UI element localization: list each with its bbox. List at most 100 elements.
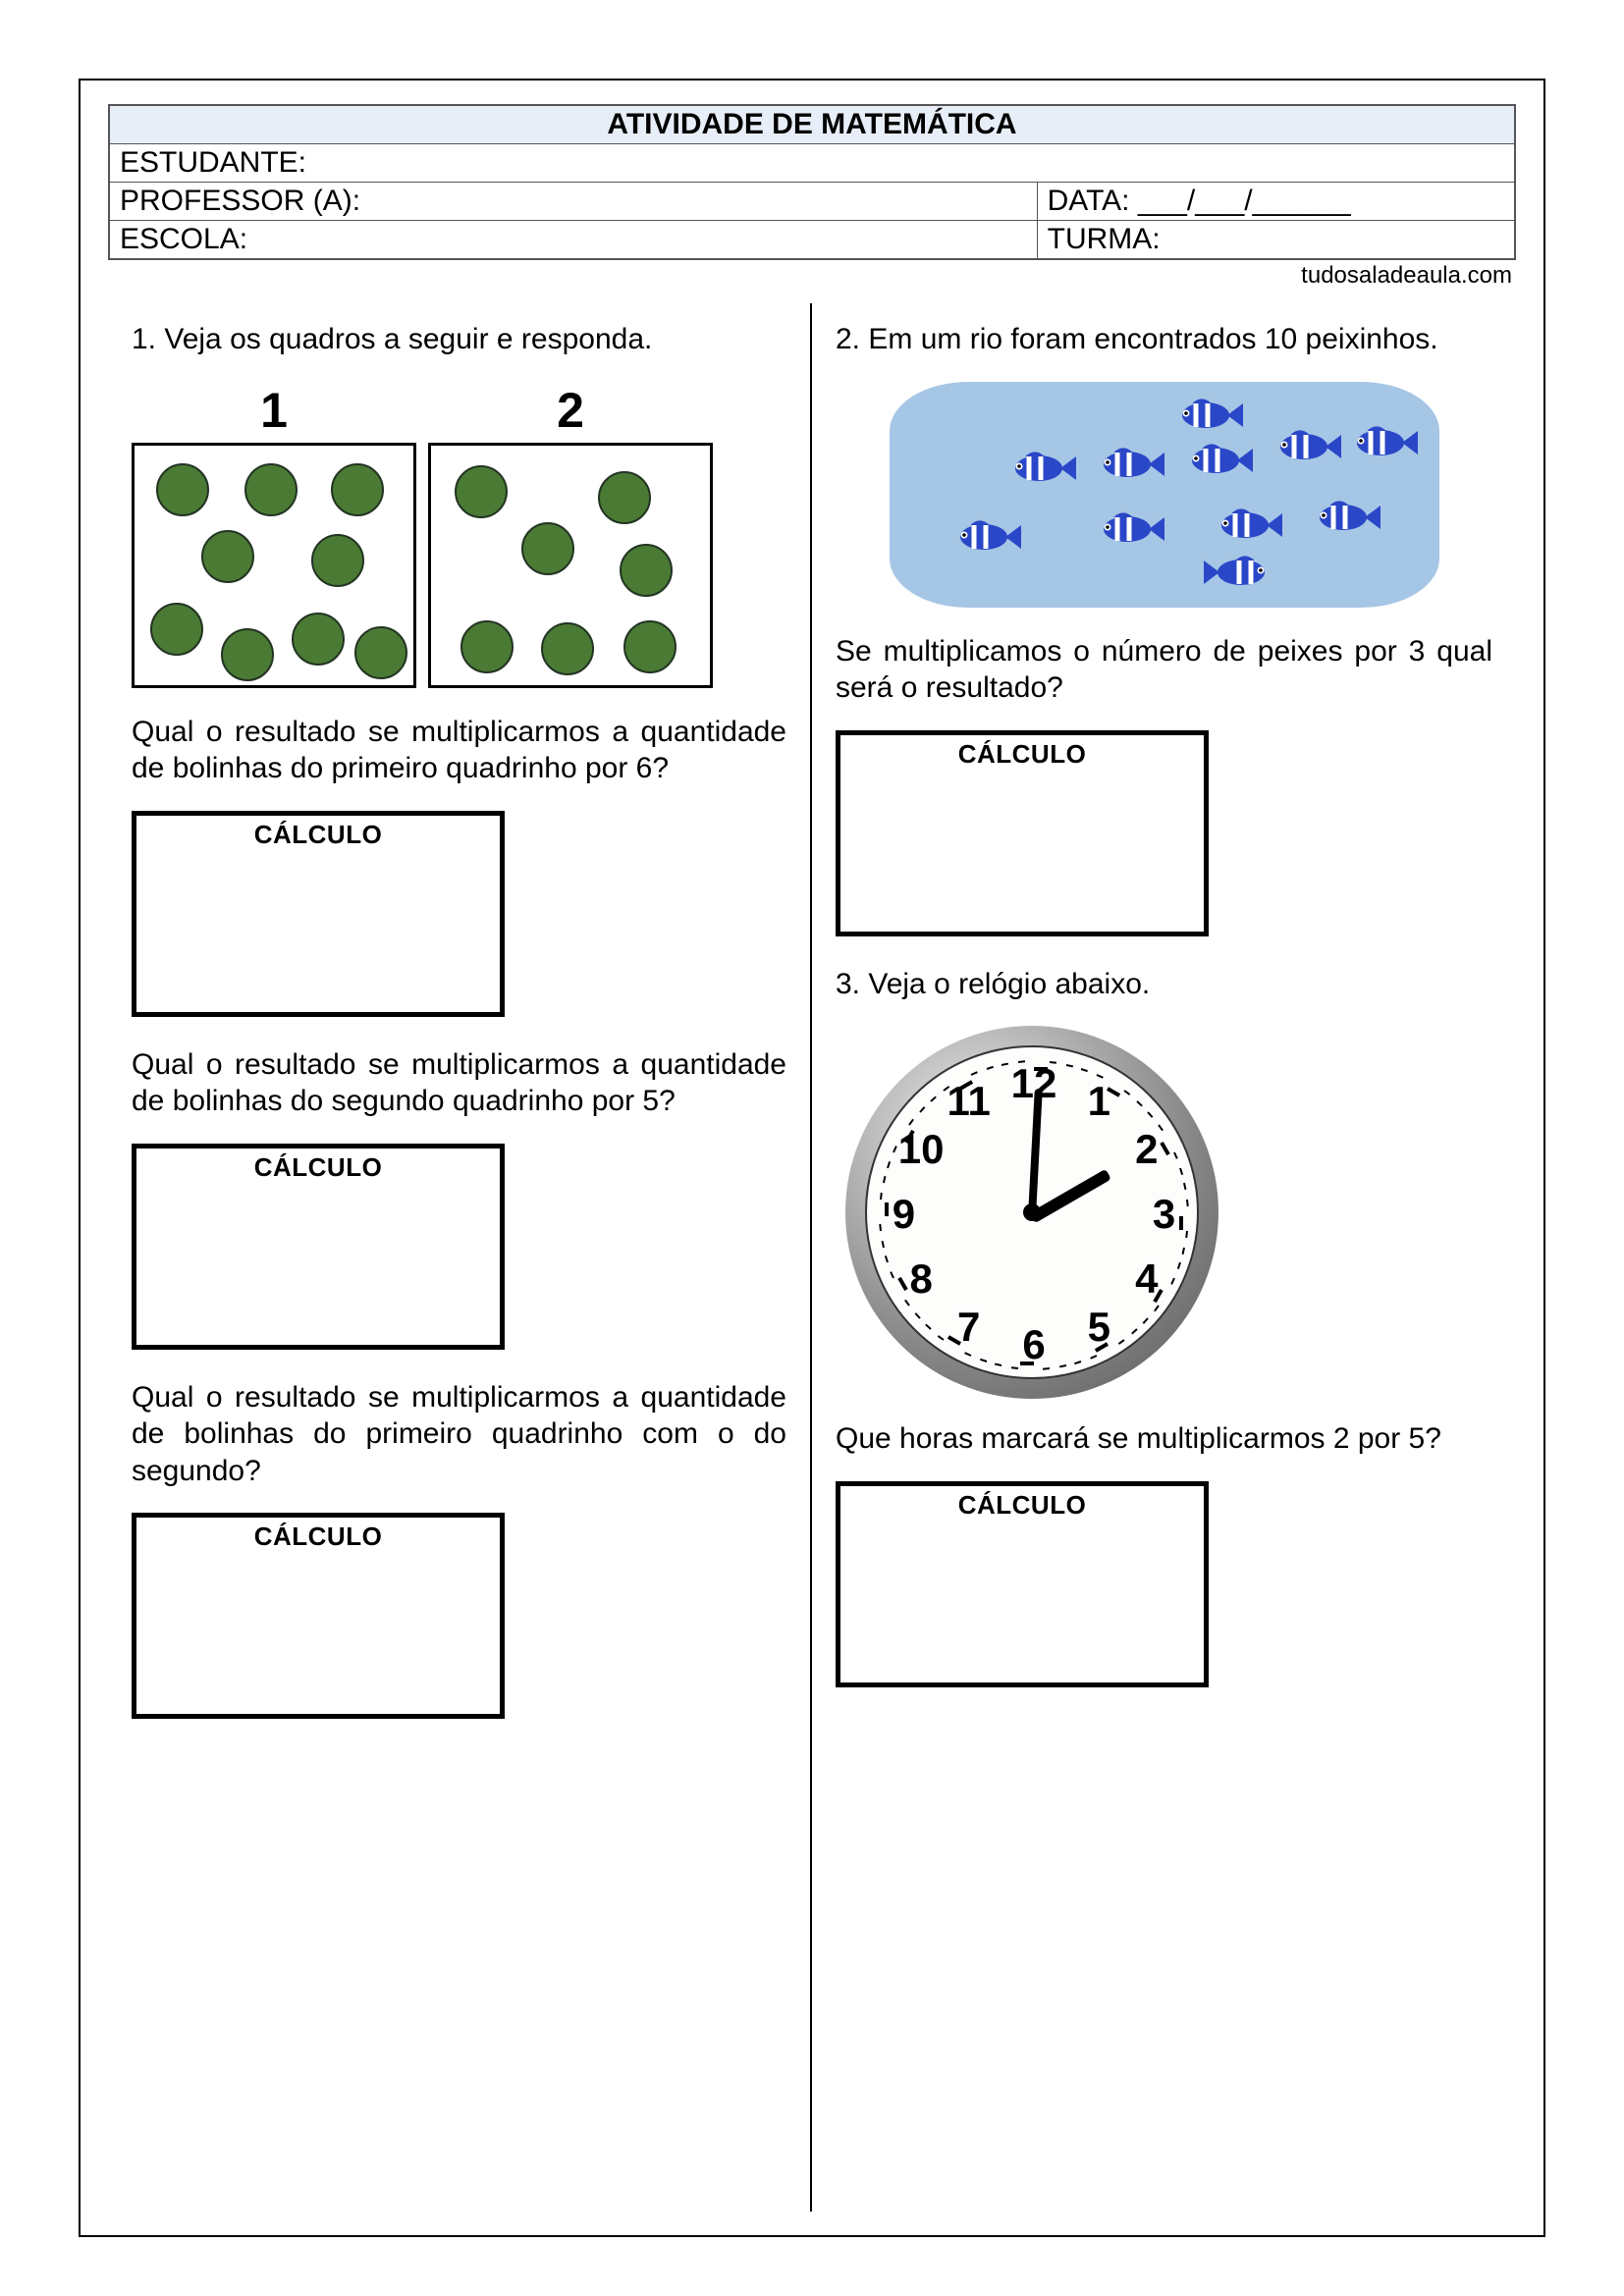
clock-tick	[914, 1312, 920, 1318]
ball-icon	[521, 522, 574, 575]
ball-icon	[221, 628, 274, 681]
calc-label: CÁLCULO	[840, 1486, 1204, 1521]
river-illustration	[890, 382, 1439, 608]
clock-tick	[1118, 1339, 1125, 1345]
clock-hour-hand	[1029, 1169, 1111, 1223]
box2-label: 2	[557, 382, 584, 439]
clock-tick	[1034, 1067, 1048, 1071]
ball-icon	[331, 463, 384, 516]
ball-icon	[620, 544, 673, 597]
fish-icon	[1096, 447, 1164, 482]
header-table: ATIVIDADE DE MATEMÁTICA ESTUDANTE: PROFE…	[108, 104, 1516, 260]
ball-icon	[598, 471, 651, 524]
clock-tick	[931, 1095, 937, 1101]
clock-tick	[880, 1224, 883, 1231]
teacher-field: PROFESSOR (A):	[109, 183, 1037, 221]
student-field: ESTUDANTE:	[109, 144, 1515, 183]
clock-number: 3	[1153, 1191, 1175, 1238]
clock-tick	[1173, 1152, 1178, 1159]
clock-tick	[1065, 1064, 1072, 1067]
ball-icon	[201, 530, 254, 583]
clock-tick	[893, 1147, 897, 1153]
clock-tick	[1183, 1183, 1186, 1190]
q3-prompt: 3. Veja o relógio abaixo.	[836, 966, 1492, 1003]
clock-tick	[938, 1335, 945, 1341]
clock-tick	[1043, 1367, 1050, 1370]
clock-tick	[1081, 1068, 1088, 1072]
column-left: 1. Veja os quadros a seguir e responda. …	[108, 303, 812, 2212]
clock-tick	[1123, 1091, 1130, 1096]
clock-tick	[1090, 1355, 1097, 1360]
fish-icon	[952, 519, 1021, 555]
clock-number: 8	[909, 1255, 932, 1303]
clock-tick	[1075, 1361, 1082, 1364]
ball-box-1	[132, 443, 416, 688]
calc-label: CÁLCULO	[136, 1148, 500, 1183]
calc-box-1a: CÁLCULO	[132, 811, 505, 1017]
ball-icon	[455, 465, 508, 518]
q2-prompt: 2. Em um rio foram encontrados 10 peixin…	[836, 321, 1492, 358]
calc-box-1c: CÁLCULO	[132, 1513, 505, 1719]
clock-number: 2	[1135, 1126, 1158, 1173]
clock-tick	[885, 1256, 889, 1263]
calc-box-2: CÁLCULO	[836, 730, 1209, 936]
fish-icon	[1096, 511, 1164, 547]
clock-tick	[1131, 1328, 1137, 1334]
clock-tick	[1059, 1364, 1066, 1367]
class-field: TURMA:	[1037, 221, 1515, 260]
clock-tick	[1186, 1200, 1189, 1206]
q1-sub-b: Qual o resultado se multiplicarmos a qua…	[132, 1046, 786, 1120]
clock-tick	[1158, 1124, 1164, 1131]
calc-label: CÁLCULO	[136, 1518, 500, 1552]
q1-prompt: 1. Veja os quadros a seguir e responda.	[132, 321, 786, 358]
clock-tick	[898, 1277, 908, 1291]
clock-tick	[1170, 1277, 1175, 1284]
fish-icon	[1007, 451, 1076, 486]
site-credit: tudosaladeaula.com	[108, 260, 1516, 297]
clock-number: 9	[893, 1191, 915, 1238]
clock-number: 7	[957, 1304, 980, 1351]
clock-tick	[996, 1363, 1002, 1366]
fish-icon	[1312, 500, 1380, 535]
clock-tick	[971, 1071, 978, 1076]
ball-icon	[156, 463, 209, 516]
clock-number: 1	[1088, 1078, 1110, 1125]
fish-icon	[1174, 398, 1243, 433]
clock-tick	[965, 1352, 972, 1357]
ball-icon	[244, 463, 298, 516]
ball-icon	[354, 626, 407, 679]
clock-illustration: 121234567891011	[845, 1026, 1218, 1399]
clock-tick	[880, 1193, 883, 1200]
clock-tick	[980, 1359, 987, 1362]
clock-tick	[1011, 1366, 1018, 1369]
fish-icon	[1204, 555, 1272, 590]
calc-box-1b: CÁLCULO	[132, 1144, 505, 1350]
q2-followup: Se multiplicamos o número de peixes por …	[836, 633, 1492, 707]
calc-box-3: CÁLCULO	[836, 1481, 1209, 1687]
clock-tick	[986, 1066, 993, 1070]
ball-icon	[292, 613, 345, 666]
q1-sub-a: Qual o resultado se multiplicarmos a qua…	[132, 714, 786, 787]
clock-tick	[926, 1324, 932, 1330]
q1-sub-c: Qual o resultado se multiplicarmos a qua…	[132, 1379, 786, 1490]
clock-tick	[1182, 1247, 1185, 1254]
fish-icon	[1272, 429, 1341, 464]
clock-tick	[1020, 1362, 1034, 1365]
clock-tick	[883, 1177, 886, 1184]
fish-icon	[1184, 443, 1253, 478]
ball-icon	[541, 622, 594, 675]
clock-tick	[919, 1107, 925, 1113]
clock-tick	[1001, 1063, 1008, 1066]
clock-tick	[1185, 1231, 1188, 1238]
clock-tick	[909, 1119, 915, 1126]
clock-tick	[882, 1241, 885, 1248]
clock-number: 10	[898, 1126, 945, 1173]
calc-label: CÁLCULO	[840, 735, 1204, 770]
clock-tick	[1143, 1317, 1149, 1323]
fish-icon	[1349, 425, 1418, 460]
ball-icon	[150, 603, 203, 656]
q3-followup: Que horas marcará se multiplicarmos 2 po…	[836, 1420, 1492, 1458]
ball-boxes-row: 1 2	[132, 382, 786, 688]
clock-tick	[1160, 1142, 1169, 1155]
fish-icon	[1214, 507, 1282, 543]
